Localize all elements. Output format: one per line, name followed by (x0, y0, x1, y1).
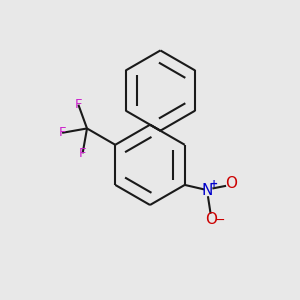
Text: −: − (214, 214, 225, 227)
Text: N: N (201, 183, 213, 198)
Text: O: O (206, 212, 218, 226)
Text: O: O (225, 176, 237, 191)
Text: F: F (75, 98, 82, 111)
Text: F: F (79, 147, 86, 160)
Text: +: + (209, 179, 217, 189)
Text: F: F (58, 126, 66, 139)
